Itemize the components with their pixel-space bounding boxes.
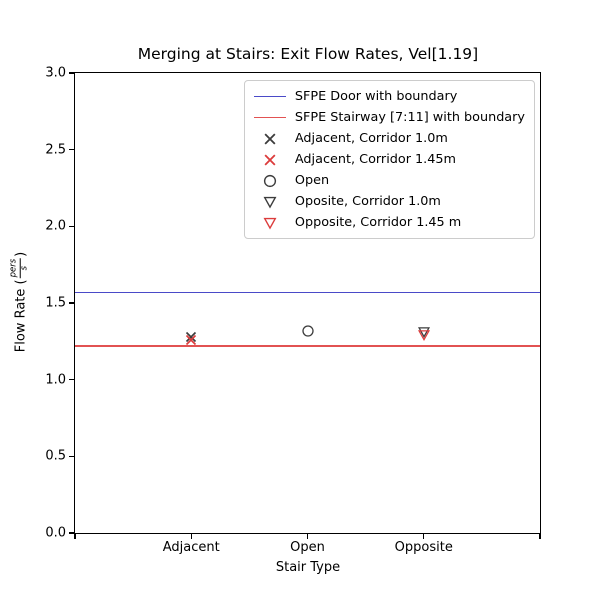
sfpe-door-boundary-line [75, 291, 540, 293]
legend-entry: Adjacent, Corridor 1.45m [252, 149, 525, 170]
legend-label: Adjacent, Corridor 1.0m [294, 131, 448, 146]
chart-title: Merging at Stairs: Exit Flow Rates, Vel[… [137, 45, 479, 63]
y-tick-mark [69, 455, 74, 457]
data-point-adjacent-corridor-1-45m [185, 333, 198, 346]
y-tick-mark [69, 532, 74, 534]
x-tick-label: Open [290, 540, 325, 555]
y-tick-label: 1.5 [45, 295, 66, 311]
legend-line-swatch [252, 116, 288, 119]
legend-entry: Oposite, Corridor 1.0m [252, 191, 525, 212]
x-tick-mark [306, 534, 309, 539]
data-point-opposite-corridor-1-45m [417, 329, 430, 342]
y-tick-label: 0.5 [45, 448, 66, 464]
x-tick-mark [190, 534, 192, 539]
y-tick-label: 2.0 [45, 218, 66, 234]
legend-label: SFPE Stairway [7:11] with boundary [294, 110, 525, 125]
y-tick-mark [69, 302, 74, 304]
y-axis-label-prefix: Flow Rate ( [13, 279, 29, 353]
y-tick-mark [69, 72, 74, 74]
y-tick-label: 2.5 [45, 142, 66, 158]
legend-label: Opposite, Corridor 1.45 m [294, 215, 462, 230]
y-axis-unit-fraction: pers s [9, 257, 31, 279]
legend-entry: Adjacent, Corridor 1.0m [252, 128, 525, 149]
legend-triangle-down-marker-icon [252, 216, 288, 230]
data-point-adjacent-corridor-1-0m [185, 330, 198, 343]
sfpe-stairway-boundary-line [75, 345, 540, 347]
x-tick-mark [539, 534, 541, 539]
y-axis-label-suffix: ) [13, 251, 29, 257]
x-axis-label: Stair Type [275, 560, 341, 575]
y-tick-label: 1.0 [45, 372, 66, 388]
data-point-open [301, 324, 314, 337]
legend-label: Adjacent, Corridor 1.45m [294, 152, 456, 167]
y-tick-mark [69, 379, 74, 381]
x-tick-mark [74, 534, 76, 539]
legend-circle-marker-icon [252, 174, 288, 188]
legend-entry: Opposite, Corridor 1.45 m [252, 212, 525, 233]
x-tick-label: Opposite [394, 540, 453, 555]
legend-entry: Open [252, 170, 525, 191]
y-tick-label: 0.0 [45, 525, 66, 541]
x-tick-label: Adjacent [162, 540, 220, 555]
legend-x-marker-icon [252, 153, 288, 167]
plot-area: 0.0 0.5 1.0 1.5 2.0 2.5 3.0 Adjacent Open Opposit… [45, 66, 541, 555]
x-tick-mark [423, 534, 425, 539]
legend: SFPE Door with boundary SFPE Stairway [7:… [243, 80, 535, 239]
legend-label: Oposite, Corridor 1.0m [294, 194, 441, 209]
legend-x-marker-icon [252, 132, 288, 146]
legend-line-swatch [252, 95, 288, 98]
legend-entry: SFPE Stairway [7:11] with boundary [252, 107, 525, 128]
data-point-opposite-corridor-1-0m [417, 326, 430, 339]
fraction-denominator: s [19, 265, 30, 271]
y-tick-label: 3.0 [45, 65, 66, 81]
y-tick-mark [69, 149, 74, 151]
y-tick-mark [69, 225, 74, 227]
legend-label: Open [294, 173, 330, 188]
legend-label: SFPE Door with boundary [294, 89, 458, 104]
legend-entry: SFPE Door with boundary [252, 86, 525, 107]
y-axis-label: Flow Rate (pers s) [9, 251, 32, 353]
legend-triangle-down-marker-icon [252, 195, 288, 209]
